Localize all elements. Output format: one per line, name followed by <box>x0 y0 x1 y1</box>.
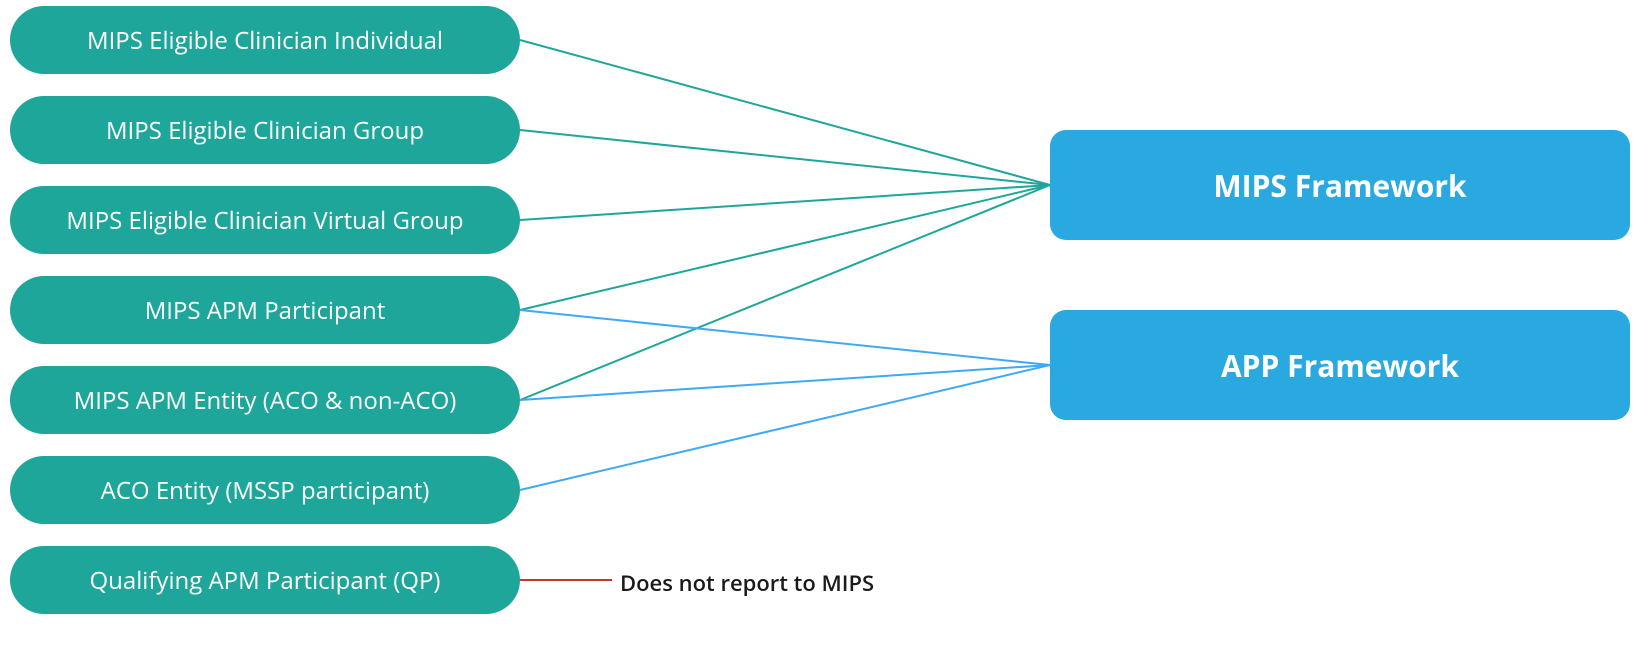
edge-n4-t2 <box>520 310 1050 365</box>
target-node-t1: MIPS Framework <box>1050 130 1630 240</box>
source-node-n1: MIPS Eligible Clinician Individual <box>10 6 520 74</box>
edge-n2-t1 <box>520 130 1050 185</box>
source-node-label: MIPS APM Participant <box>145 294 386 327</box>
source-node-label: ACO Entity (MSSP participant) <box>101 474 430 507</box>
source-node-n3: MIPS Eligible Clinician Virtual Group <box>10 186 520 254</box>
source-node-n4: MIPS APM Participant <box>10 276 520 344</box>
target-node-t2: APP Framework <box>1050 310 1630 420</box>
edge-n5-t1 <box>520 185 1050 400</box>
mips-framework-diagram: MIPS Eligible Clinician Individual MIPS E… <box>0 0 1648 648</box>
target-node-label: APP Framework <box>1221 345 1459 386</box>
source-node-n2: MIPS Eligible Clinician Group <box>10 96 520 164</box>
edge-n5-t2 <box>520 365 1050 400</box>
source-node-label: MIPS APM Entity (ACO & non-ACO) <box>74 384 457 417</box>
source-node-label: MIPS Eligible Clinician Virtual Group <box>66 204 463 237</box>
source-node-label: MIPS Eligible Clinician Individual <box>87 24 443 57</box>
source-node-label: MIPS Eligible Clinician Group <box>106 114 424 147</box>
target-node-label: MIPS Framework <box>1213 165 1466 206</box>
source-node-n6: ACO Entity (MSSP participant) <box>10 456 520 524</box>
annotation-text: Does not report to MIPS <box>620 568 874 598</box>
edge-n6-t2 <box>520 365 1050 490</box>
edge-n3-t1 <box>520 185 1050 220</box>
source-node-label: Qualifying APM Participant (QP) <box>90 564 441 597</box>
source-node-n5: MIPS APM Entity (ACO & non-ACO) <box>10 366 520 434</box>
edge-n4-t1 <box>520 185 1050 310</box>
edge-n1-t1 <box>520 40 1050 185</box>
source-node-n7: Qualifying APM Participant (QP) <box>10 546 520 614</box>
